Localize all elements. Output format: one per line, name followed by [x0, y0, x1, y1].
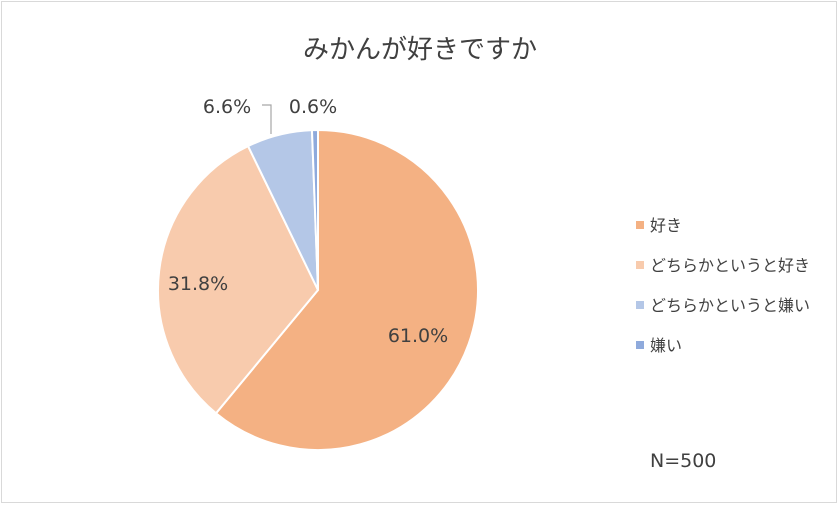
legend-swatch-3 [636, 301, 644, 309]
legend-swatch-2 [636, 261, 644, 269]
data-labels: 61.0% 31.8% 6.6% 0.6% [168, 96, 448, 347]
pie-slice-2 [157, 144, 320, 415]
chart-title: みかんが好きですか [303, 35, 537, 65]
pie-slice-4 [310, 128, 319, 291]
sample-size-note: N=500 [650, 450, 716, 472]
legend-label-4: 嫌い [650, 336, 682, 355]
data-label-1: 61.0% [388, 325, 448, 347]
legend-swatch-1 [636, 221, 644, 229]
leader-lines [262, 104, 272, 134]
pie-slices [157, 128, 479, 451]
data-label-2: 31.8% [168, 273, 228, 295]
legend-label-2: どちらかというと好き [650, 256, 810, 275]
data-label-3: 6.6% [203, 96, 251, 118]
legend-label-1: 好き [650, 216, 682, 235]
leader-line-1 [262, 104, 272, 134]
legend-label-3: どちらかというと嫌い [650, 296, 810, 315]
data-label-4: 0.6% [289, 96, 337, 118]
pie-slice-1 [214, 128, 479, 451]
legend-swatch-4 [636, 341, 644, 349]
